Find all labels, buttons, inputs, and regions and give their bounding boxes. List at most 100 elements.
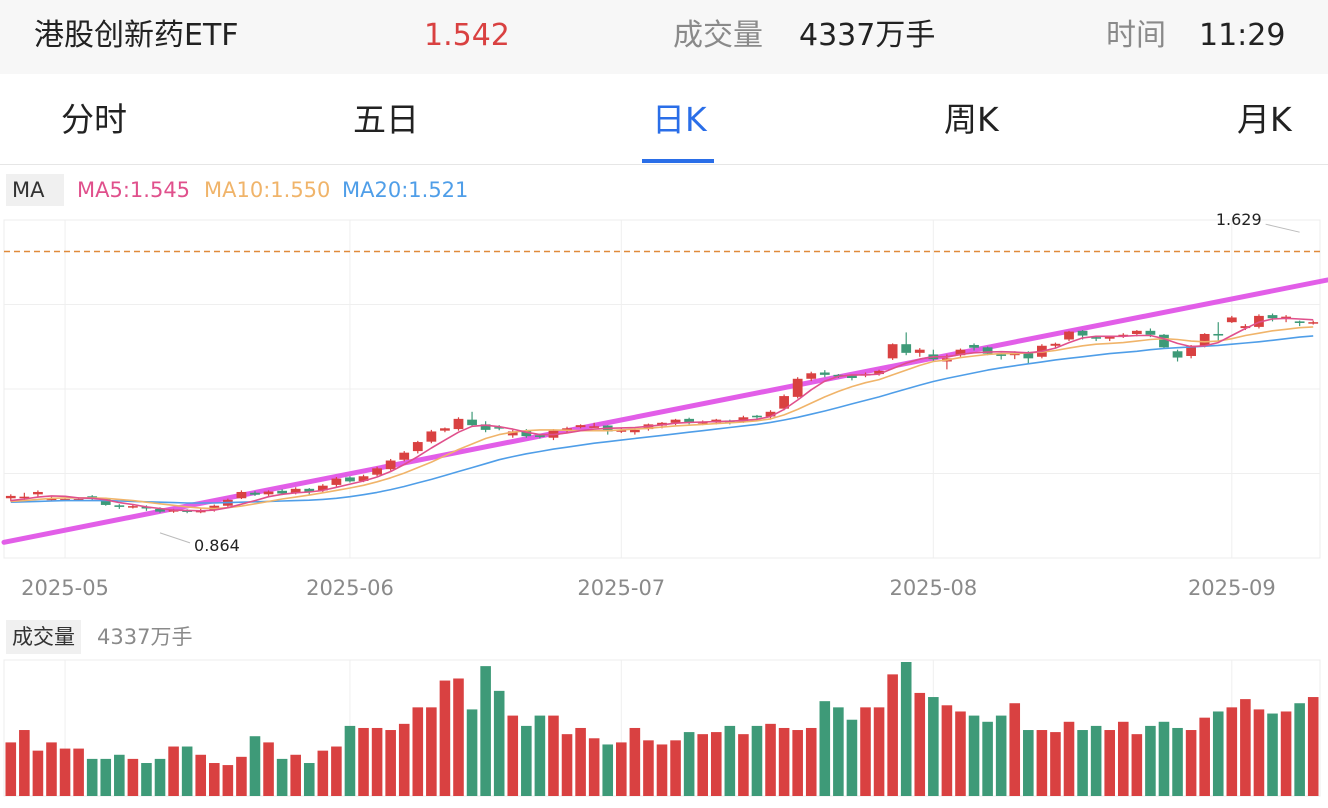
- candle-down: [1077, 330, 1088, 336]
- volume-bar: [493, 690, 505, 796]
- candle-up: [589, 426, 600, 428]
- volume-bar: [86, 758, 98, 796]
- candle-down: [467, 419, 477, 426]
- volume-bar: [1280, 711, 1292, 796]
- trend-line: [1, 277, 1328, 545]
- candle-up: [914, 349, 925, 353]
- volume-bar: [846, 719, 858, 796]
- volume-bar: [873, 707, 885, 796]
- candle-up: [792, 378, 803, 397]
- volume-chart[interactable]: [0, 658, 1328, 798]
- ma-indicator-label[interactable]: MA: [6, 174, 64, 206]
- volume-bar: [32, 750, 44, 796]
- fund-name: 港股创新药ETF: [34, 18, 239, 53]
- volume-bar: [1117, 721, 1129, 796]
- x-tick-label: 2025-05: [21, 576, 109, 600]
- volume-bar: [1294, 703, 1305, 796]
- x-tick-label: 2025-09: [1188, 576, 1276, 600]
- ma-legend: MA MA5:1.545 MA10:1.550 MA20:1.521: [0, 170, 1328, 208]
- candle-down: [87, 496, 98, 498]
- volume-bar: [507, 715, 519, 796]
- kline-chart[interactable]: 1.629 0.864 2025-05 2025-06 2025-07 2025-08 2…: [0, 210, 1328, 610]
- ma5-line: [10, 317, 1314, 512]
- candle-down: [114, 505, 125, 507]
- candle-up: [209, 505, 220, 510]
- volume-bar: [73, 748, 84, 796]
- tab-five-day[interactable]: 五日: [353, 100, 419, 139]
- candle-down: [847, 375, 857, 378]
- candle-up: [358, 476, 369, 481]
- candle-down: [521, 430, 532, 437]
- candle-down: [1023, 352, 1034, 359]
- candle-up: [1186, 345, 1196, 356]
- ma10-legend: MA10:1.550: [204, 178, 331, 202]
- volume-bar: [1267, 713, 1278, 796]
- candle-down: [1213, 333, 1224, 336]
- volume-bar: [222, 765, 234, 796]
- volume-bar: [1212, 711, 1224, 796]
- volume-bar: [249, 736, 261, 796]
- volume-bar: [521, 725, 532, 796]
- volume-bar: [955, 711, 966, 796]
- volume-bar: [154, 758, 166, 796]
- candle-up: [263, 491, 274, 495]
- tab-intraday[interactable]: 分时: [61, 100, 127, 139]
- volume-bar: [710, 732, 722, 796]
- volume-bar: [1036, 730, 1048, 796]
- candle-up: [60, 499, 70, 501]
- candle-down: [345, 477, 355, 482]
- tab-weekly-k[interactable]: 周K: [944, 100, 999, 139]
- volume-bar: [181, 746, 193, 796]
- volume-bar: [1158, 721, 1170, 796]
- volume-indicator-label[interactable]: 成交量: [6, 620, 81, 654]
- candle-up: [562, 428, 572, 431]
- volume-bar: [114, 754, 125, 796]
- candle-up: [670, 419, 681, 423]
- candle-up: [426, 431, 437, 442]
- volume-bar: [59, 748, 71, 796]
- candle-up: [5, 495, 16, 499]
- candle-up: [1050, 343, 1061, 346]
- tab-daily-k[interactable]: 日K: [652, 100, 707, 139]
- volume-bar: [1145, 725, 1156, 796]
- candle-up: [765, 411, 776, 417]
- volume-bar: [1131, 734, 1143, 796]
- volume-bar: [263, 742, 274, 796]
- tab-monthly-k[interactable]: 月K: [1237, 100, 1292, 139]
- volume-bar: [602, 744, 614, 796]
- volume-bar: [833, 707, 844, 796]
- volume-bar: [1199, 717, 1210, 796]
- volume-bar: [1240, 699, 1251, 796]
- volume-bar: [643, 740, 654, 796]
- candle-up: [616, 430, 627, 432]
- volume-bar: [127, 758, 139, 796]
- volume-bar: [358, 727, 369, 796]
- candle-up: [1308, 322, 1319, 324]
- volume-bar: [561, 734, 573, 796]
- candle-up: [19, 496, 30, 499]
- volume-bar: [751, 725, 763, 796]
- volume-bar: [195, 754, 207, 796]
- candle-up: [440, 428, 450, 431]
- candle-up: [779, 396, 789, 409]
- candle-up: [73, 499, 84, 501]
- volume-bar: [887, 674, 898, 796]
- volume-bar: [982, 721, 993, 796]
- volume-bar: [968, 715, 980, 796]
- candle-up: [874, 370, 884, 375]
- volume-bar: [100, 758, 112, 796]
- candle-down: [996, 354, 1007, 356]
- candle-up: [806, 373, 817, 379]
- volume-bar: [616, 742, 627, 796]
- candle-up: [412, 442, 423, 452]
- volume-bar: [575, 727, 586, 796]
- volume-bar: [860, 707, 871, 796]
- candle-up: [331, 478, 342, 485]
- volume-bar: [1009, 703, 1021, 796]
- candle-up: [128, 506, 138, 508]
- volume-bar: [670, 740, 681, 796]
- volume-bar: [453, 678, 464, 796]
- volume-bar: [385, 730, 396, 796]
- candle-up: [385, 460, 396, 470]
- volume-bar: [344, 725, 356, 796]
